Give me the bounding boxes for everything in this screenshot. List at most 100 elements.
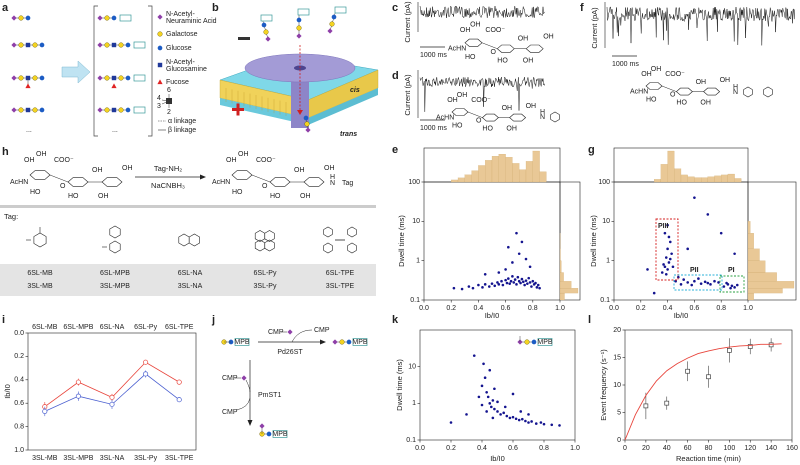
- atom-label: OH: [651, 66, 662, 73]
- y-axis-label: Dwell time (ms): [395, 359, 404, 411]
- tag-ring: [347, 242, 357, 254]
- data-point: [508, 416, 512, 420]
- data-point: [519, 281, 522, 285]
- tag-ring: [188, 233, 200, 247]
- atom-label: AcHN: [436, 114, 454, 121]
- histogram-bar: [747, 221, 751, 234]
- histogram-bar: [559, 272, 564, 282]
- compound-name: 3SL-MB: [27, 283, 53, 290]
- panel-label: d: [392, 70, 399, 82]
- tag-ring: [347, 226, 357, 238]
- data-point: [530, 420, 533, 423]
- data-point: [176, 397, 182, 403]
- cis-label: cis: [350, 87, 360, 94]
- histogram-bar: [734, 178, 742, 183]
- glucose-symbol: [39, 42, 45, 48]
- x-tick-label-top: 6SL-Py: [134, 324, 157, 331]
- galactose-symbol: [18, 107, 24, 113]
- donor-arc: [245, 379, 251, 393]
- tag-symbol: [234, 338, 250, 346]
- compound-name: 3SL-MPB: [100, 283, 130, 290]
- compound-name: 6SL-MPB: [100, 270, 130, 277]
- data-point: [527, 276, 531, 280]
- data-point: [490, 282, 494, 285]
- glucose-symbol: [296, 17, 302, 23]
- data-point: [505, 414, 509, 418]
- region-label: PIII: [658, 223, 669, 230]
- data-point: [520, 240, 524, 244]
- atom-label: OH: [470, 22, 481, 29]
- data-point: [558, 424, 561, 427]
- data-point: [528, 281, 532, 284]
- tag-ring: [264, 239, 275, 252]
- tag-symbol: [119, 14, 132, 22]
- linkage-stub: [161, 99, 170, 102]
- data-point: [666, 223, 669, 227]
- y-tick-label: 10: [602, 218, 610, 225]
- atom-label: OH: [447, 97, 458, 104]
- data-point: [542, 422, 546, 426]
- sugar-ring: [451, 108, 469, 116]
- data-point: [508, 282, 511, 285]
- data-point: [514, 417, 518, 421]
- data-point: [512, 281, 516, 284]
- panel-label: j: [211, 314, 215, 326]
- histogram-bar: [491, 156, 499, 183]
- galactose-symbol: [104, 75, 110, 81]
- x-tick-label: 0: [623, 445, 627, 452]
- histogram-bar: [660, 164, 668, 183]
- ellipsis: ...: [112, 127, 118, 134]
- data-point: [491, 399, 495, 402]
- glucose-symbol: [157, 45, 163, 51]
- data-point: [646, 268, 649, 271]
- neu5ac-symbol: [327, 28, 333, 34]
- data-point: [517, 252, 521, 256]
- histogram-bar: [519, 169, 527, 183]
- data-point: [524, 257, 528, 261]
- atom-label: H: [330, 174, 335, 181]
- histogram-bar: [714, 175, 722, 183]
- atom-label: COO⁻: [256, 157, 276, 164]
- data-point: [662, 263, 665, 266]
- glucose-symbol: [125, 75, 131, 81]
- x-tick-label: 20: [642, 445, 650, 452]
- neu5ac-symbol: [11, 42, 17, 48]
- tag-text: MPB: [537, 339, 553, 346]
- atom-label: HO: [452, 122, 463, 129]
- data-point: [109, 401, 115, 407]
- data-point: [534, 281, 537, 285]
- membrane-bottom: [308, 88, 378, 125]
- data-point: [509, 279, 513, 283]
- legend-label: N-Acetyl-: [166, 11, 195, 18]
- histogram-bar: [464, 174, 472, 183]
- electrode-positive: [236, 103, 240, 116]
- x-tick-label: 0.0: [609, 305, 619, 312]
- panel-label: a: [2, 2, 9, 14]
- linkage-position: 4: [157, 95, 161, 102]
- histogram-bar: [667, 150, 675, 183]
- galactose-symbol: [157, 31, 163, 37]
- compound-name: 3SL-Py: [254, 283, 277, 290]
- tag-symbol: [334, 6, 347, 14]
- data-point: [511, 261, 514, 264]
- atom-label: OH: [696, 79, 707, 86]
- data-point: [706, 213, 710, 216]
- data-point: [670, 252, 673, 256]
- glucose-symbol: [303, 115, 309, 121]
- data-point: [75, 379, 81, 385]
- compound-name: 6SL-TPE: [326, 270, 355, 277]
- y-tick-label: 0.8: [14, 423, 24, 430]
- data-point: [496, 410, 499, 413]
- data-point: [524, 419, 527, 423]
- data-point: [722, 285, 726, 288]
- legend-label: Galactose: [166, 31, 198, 38]
- histogram-bar: [721, 174, 729, 183]
- data-point: [730, 284, 734, 288]
- data-point: [485, 410, 488, 413]
- data-point: [480, 384, 484, 388]
- data-point: [550, 423, 554, 427]
- sugar-bond: [661, 85, 677, 92]
- galactose-symbol: [32, 42, 38, 48]
- atom-label: H: [733, 84, 738, 91]
